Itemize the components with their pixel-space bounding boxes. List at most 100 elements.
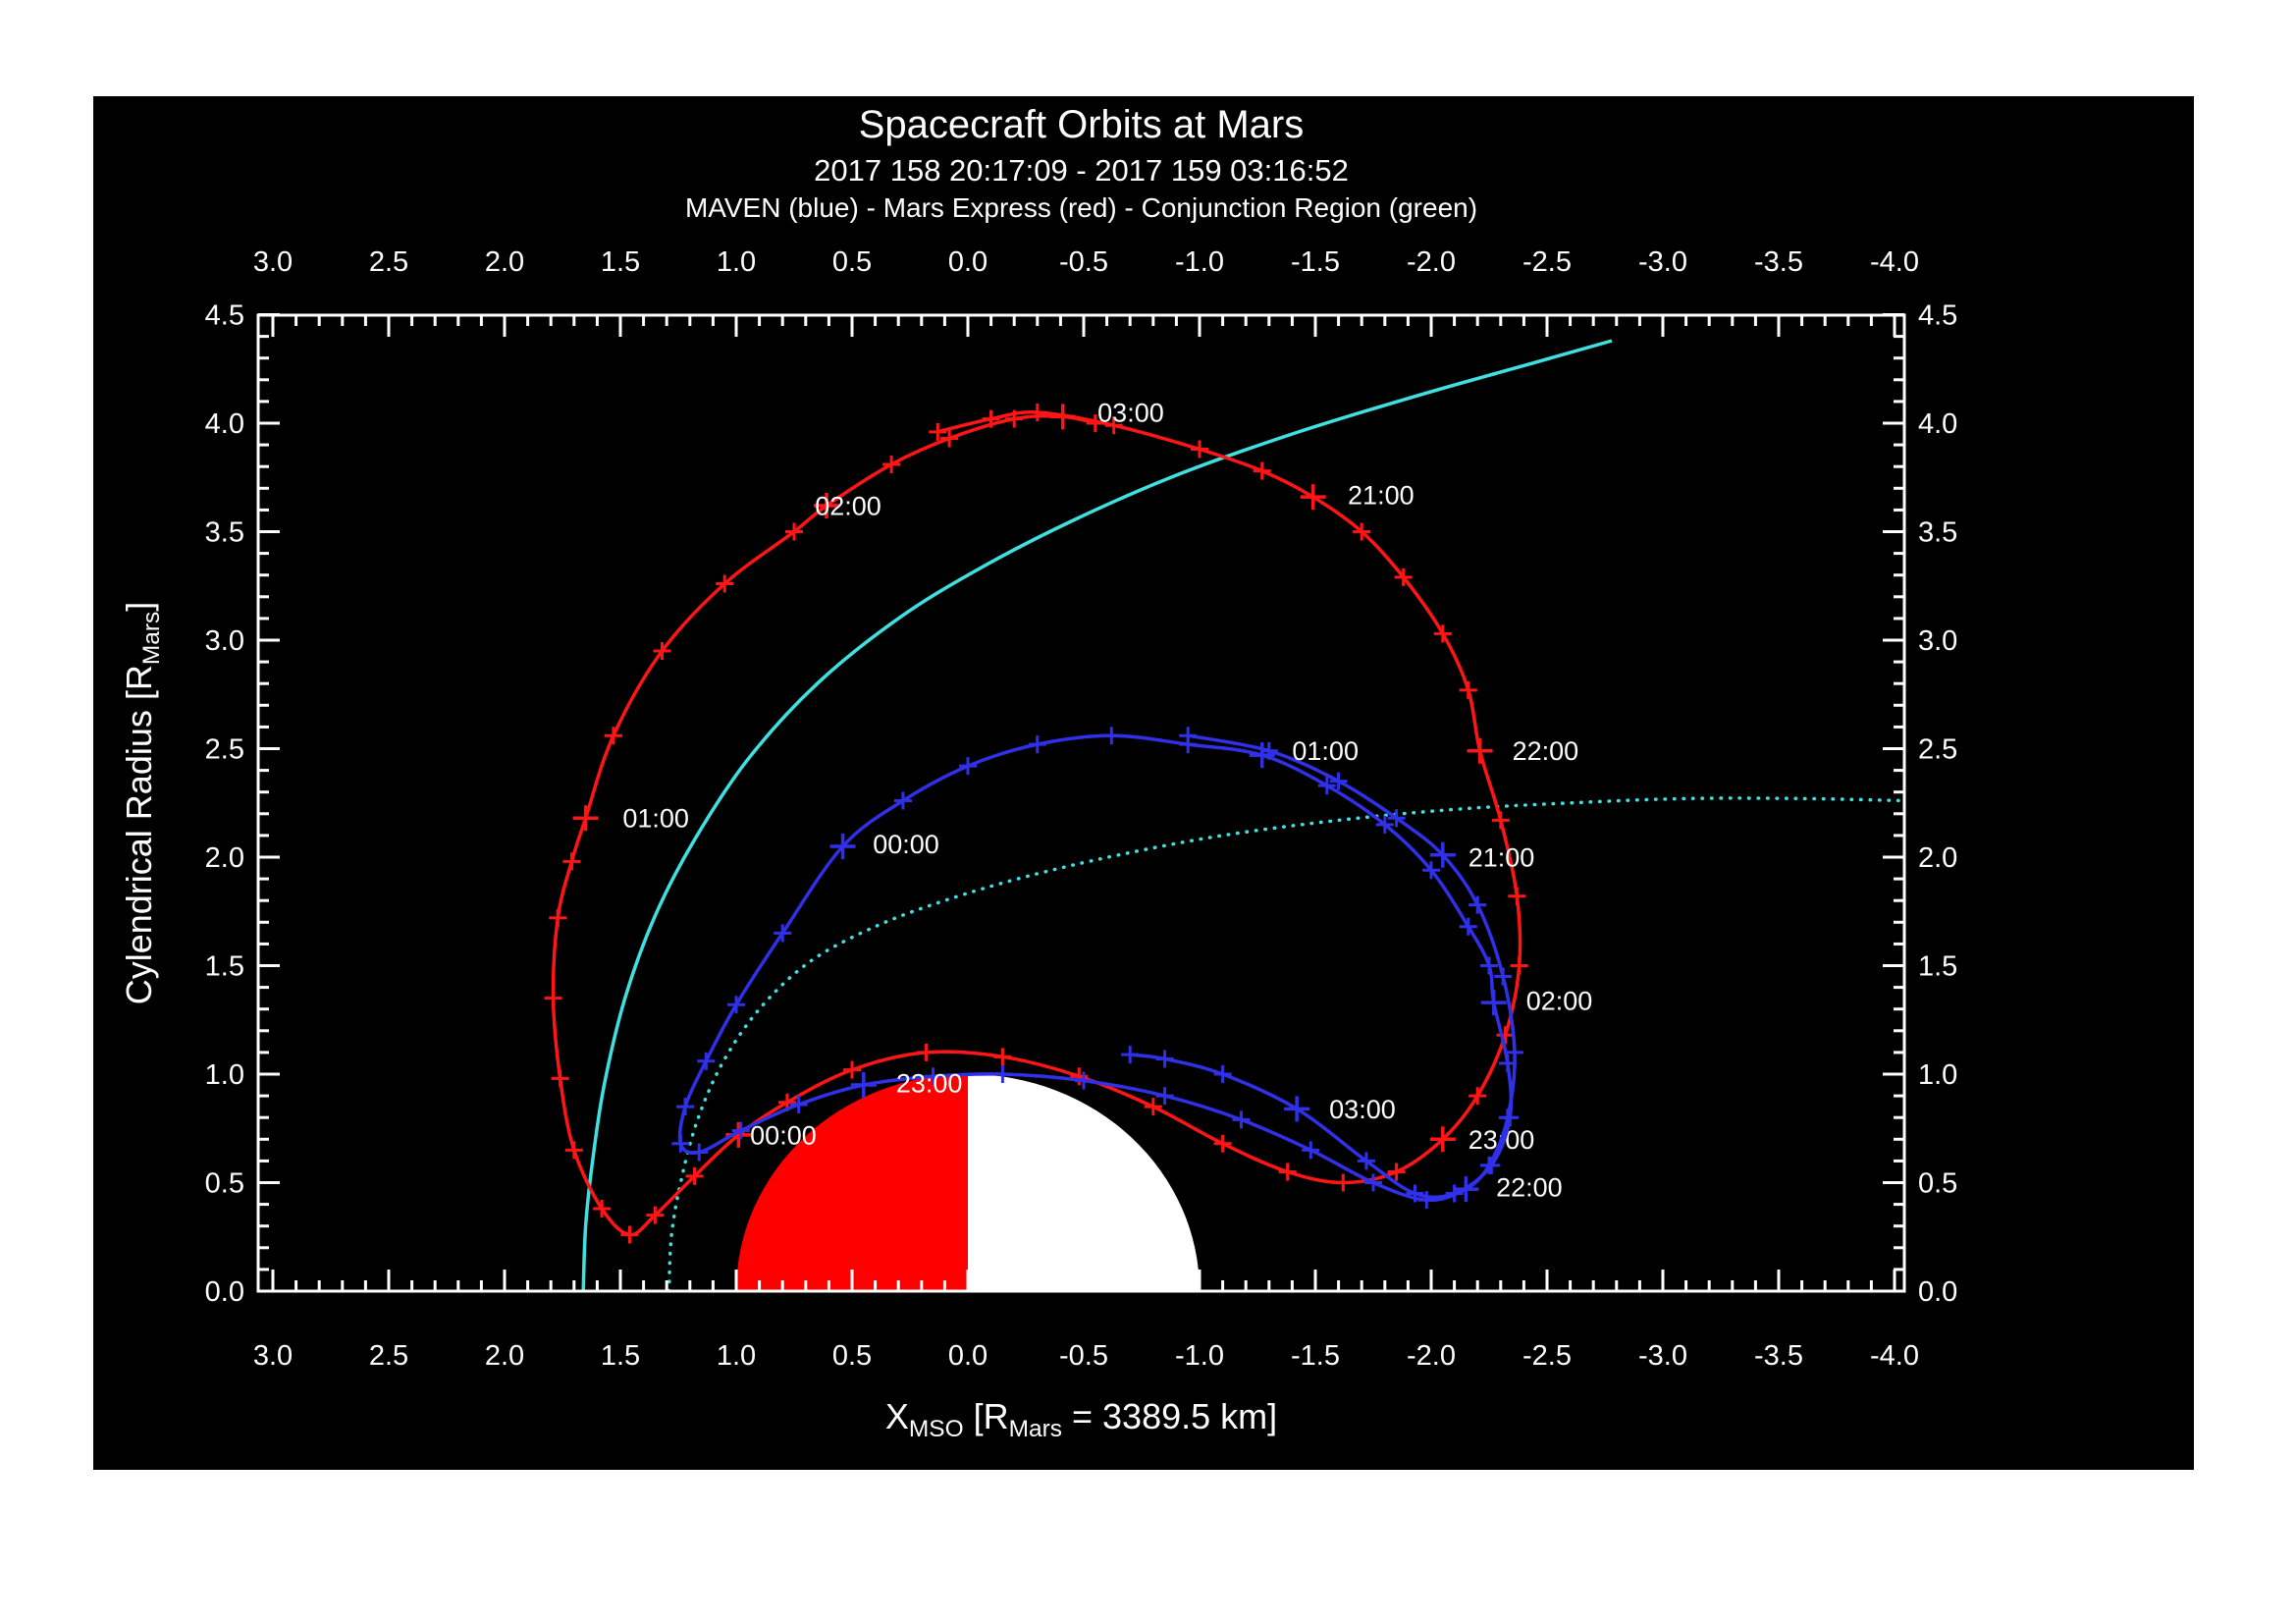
y-tick-label-left: 1.5 <box>205 951 244 983</box>
y-tick-label-left: 3.5 <box>205 517 244 549</box>
orbit-tick-mark <box>1179 735 1198 754</box>
orbit-tick-mark <box>1121 1046 1140 1064</box>
y-tick-label-left: 0.5 <box>205 1168 244 1200</box>
orbit-tick-mark <box>1155 1050 1174 1068</box>
series-magnetopause <box>667 796 1904 1291</box>
axes: 3.0 3.0 2.5 2.5 2.0 2.0 1.5 1.5 1.0 1.0 0.5 0.5 0.0 0… <box>205 246 1958 1372</box>
mars-disk <box>736 1074 1200 1291</box>
orbit-tick-mark <box>1249 742 1275 769</box>
time-label-maven-orbit: 23:00 <box>896 1068 963 1098</box>
x-axis-title-sub-mars: Mars <box>1008 1416 1062 1443</box>
orbit-tick-mark <box>1510 956 1528 975</box>
orbit-tick-mark <box>551 1069 569 1088</box>
orbit-tick-mark <box>843 1060 861 1079</box>
orbit-tick-mark <box>1468 895 1487 914</box>
orbit-tick-mark <box>1429 841 1456 868</box>
x-tick-label-bottom: 2.5 <box>369 1340 408 1372</box>
orbit-tick-mark <box>1459 680 1477 699</box>
y-tick-label-right: 2.0 <box>1918 842 1957 874</box>
plot-content: 21:0022:0023:0000:0001:0002:0003:0021:00… <box>544 339 1904 1291</box>
x-tick-label-bottom: -2.0 <box>1407 1340 1456 1372</box>
orbit-tick-mark <box>544 989 562 1007</box>
orbit-tick-mark <box>1508 887 1526 905</box>
y-tick-label-right: 1.5 <box>1918 951 1957 983</box>
orbit-tick-mark <box>676 1098 695 1116</box>
orbit-tick-mark <box>1498 1054 1517 1072</box>
y-tick-label-left: 4.0 <box>205 408 244 440</box>
orbit-tick-mark <box>1501 1109 1520 1127</box>
orbit-tick-mark <box>1453 1176 1479 1203</box>
y-tick-label-right: 0.5 <box>1918 1168 1957 1200</box>
plot-frame <box>256 313 1906 1293</box>
orbit-tick-mark <box>993 1065 1012 1083</box>
x-tick-label-top: -2.0 <box>1407 246 1456 278</box>
orbit-tick-mark <box>1433 624 1452 643</box>
orbit-tick-mark <box>1049 404 1076 430</box>
plot-title: Spacecraft Orbits at Mars <box>858 103 1305 146</box>
orbit-tick-mark <box>1086 414 1104 432</box>
x-tick-label-top: -1.5 <box>1291 246 1340 278</box>
orbit-tick-mark <box>671 1134 690 1153</box>
orbit-tick-mark <box>690 1143 709 1162</box>
x-tick-label-top: 2.5 <box>369 246 408 278</box>
orbit-tick-mark <box>1253 461 1271 480</box>
orbit-tick-mark <box>1300 484 1326 511</box>
x-tick-label-bottom: 0.5 <box>832 1340 872 1372</box>
orbit-tick-mark <box>1422 861 1440 880</box>
y-tick-label-left: 2.5 <box>205 734 244 766</box>
orbit-tick-mark <box>727 996 745 1014</box>
orbit-tick-mark <box>1482 1156 1501 1174</box>
y-tick-label-right: 1.0 <box>1918 1059 1957 1091</box>
x-axis-title: XMSO [RMars = 3389.5 km] <box>258 1396 1904 1443</box>
orbit-tick-mark <box>959 757 977 776</box>
mars-dayside <box>736 1074 968 1291</box>
orbit-tick-mark <box>1387 809 1406 828</box>
orbit-tick-mark <box>564 1141 583 1160</box>
orbit-tick-mark <box>1104 416 1123 435</box>
orbit-tick-mark <box>1468 1087 1487 1106</box>
orbit-tick-mark <box>572 805 599 832</box>
time-label-mars-express-orbit: 00:00 <box>750 1120 817 1150</box>
orbit-tick-mark <box>1232 1110 1251 1129</box>
x-tick-label-bottom: 1.5 <box>601 1340 640 1372</box>
orbit-tick-mark <box>1075 1071 1093 1090</box>
time-label-maven-orbit: 22:00 <box>1496 1172 1563 1202</box>
orbit-tick-mark <box>1459 917 1477 936</box>
y-tick-label-left: 3.0 <box>205 625 244 657</box>
x-axis-title-mid: [R <box>963 1396 1009 1436</box>
orbit-tick-mark <box>1155 1087 1174 1106</box>
orbit-tick-mark <box>731 1121 750 1140</box>
orbit-tick-mark <box>1480 956 1498 975</box>
y-tick-label-left: 4.5 <box>205 300 244 332</box>
orbit-tick-mark <box>1445 1184 1464 1203</box>
x-tick-label-bottom: 3.0 <box>253 1340 293 1372</box>
x-tick-label-top: -2.5 <box>1522 246 1572 278</box>
orbit-tick-mark <box>829 833 856 859</box>
orbit-tick-mark <box>1102 727 1121 745</box>
orbit-tick-mark <box>549 908 567 927</box>
orbit-tick-mark <box>882 455 901 473</box>
orbit-tick-mark <box>893 791 912 810</box>
x-tick-label-bottom: -0.5 <box>1059 1340 1108 1372</box>
y-tick-label-right: 0.0 <box>1918 1276 1957 1308</box>
x-tick-label-top: 1.5 <box>601 246 640 278</box>
orbit-tick-mark <box>604 727 622 745</box>
orbit-tick-mark <box>850 1072 877 1099</box>
series-mars-express-orbit: 21:00 22:00 23:00 00:00 01:00 02:00 03:00 <box>544 398 1578 1244</box>
time-label-maven-orbit: 00:00 <box>873 830 939 859</box>
orbit-tick-mark <box>789 1095 808 1113</box>
y-axis-title-text: Cylendrical Radius [R <box>118 665 159 1005</box>
x-tick-label-top: 1.0 <box>717 246 756 278</box>
x-tick-label-top: -1.0 <box>1175 246 1224 278</box>
y-tick-label-right: 3.5 <box>1918 517 1957 549</box>
orbit-tick-mark <box>1357 1152 1375 1170</box>
magnetopause-path <box>667 796 1904 1291</box>
orbit-tick-mark <box>993 1048 1012 1066</box>
time-label-mars-express-orbit: 21:00 <box>1348 480 1415 510</box>
orbit-tick-mark <box>1353 522 1371 541</box>
orbit-tick-mark <box>1364 1173 1382 1192</box>
y-tick-label-left: 2.0 <box>205 842 244 874</box>
x-tick-label-top: -3.0 <box>1638 246 1687 278</box>
